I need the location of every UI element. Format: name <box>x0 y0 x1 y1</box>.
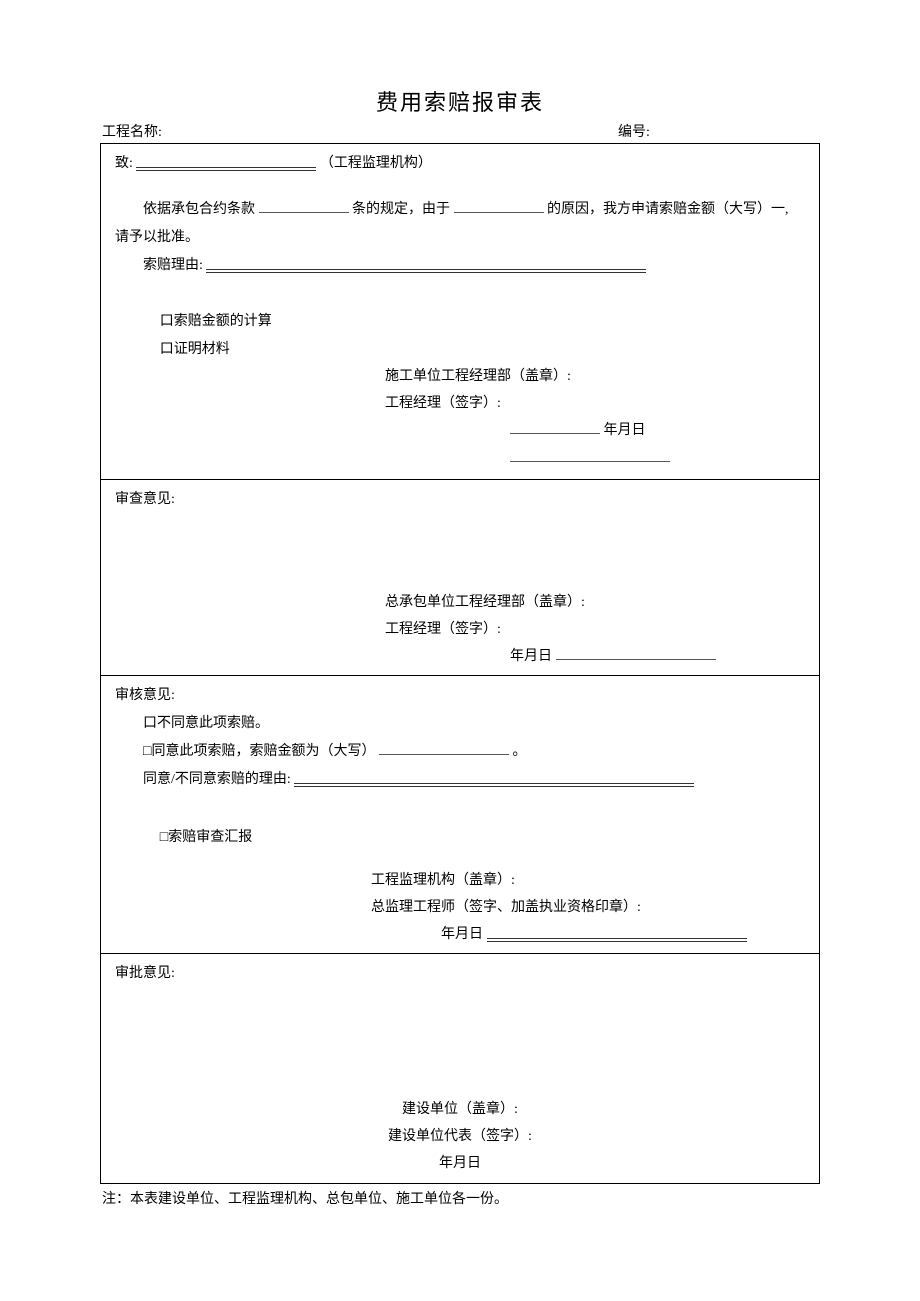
contractor-manager-sign: 工程经理（签字）: <box>115 391 805 418</box>
body-line2: 请予以批准。 <box>115 224 805 252</box>
approval-date-ymd: 年月日 <box>101 1151 819 1178</box>
date-ymd: 年月日 <box>604 423 646 438</box>
audit-date-ymd: 年月日 <box>441 927 483 942</box>
to-label: 致: <box>115 156 133 171</box>
section-review: 审查意见: 总承包单位工程经理部（盖章）: 工程经理（签字）: 年月日 <box>101 480 819 675</box>
review-date-ymd: 年月日 <box>510 649 552 664</box>
approval-heading: 审批意见: <box>115 960 805 988</box>
owner-seal: 建设单位（盖章）: <box>101 1097 819 1124</box>
body-line1: 依据承包合约条款 条的规定，由于 的原因，我方申请索赔金额（大写）一, <box>115 196 805 224</box>
audit-reason-blank[interactable] <box>294 769 694 783</box>
clause-blank[interactable] <box>259 199 349 213</box>
chief-supervisor-sign: 总监理工程师（签字、加盖执业资格印章）: <box>101 895 819 922</box>
general-contractor-seal: 总承包单位工程经理部（盖章）: <box>115 590 805 617</box>
reason-short-blank[interactable] <box>454 199 544 213</box>
to-suffix: （工程监理机构） <box>320 156 432 171</box>
owner-rep-sign: 建设单位代表（签字）: <box>101 1124 819 1151</box>
checkbox-audit-report[interactable]: □索赔审查汇报 <box>115 824 805 852</box>
section-submission: 致: （工程监理机构） 依据承包合约条款 条的规定，由于 的原因，我方申请索赔金… <box>101 144 819 479</box>
audit-heading: 审核意见: <box>115 682 805 710</box>
document-page: 费用索赔报审表 工程名称: 编号: 致: （工程监理机构） 依据承包合约条款 条… <box>0 0 920 1272</box>
project-name-label: 工程名称: <box>102 121 618 141</box>
amount-blank[interactable] <box>379 741 509 755</box>
footnote: 注：本表建设单位、工程监理机构、总包单位、施工单位各一份。 <box>100 1184 820 1212</box>
date-blank-right[interactable] <box>510 448 670 462</box>
checkbox-proof[interactable]: 口证明材料 <box>115 336 805 364</box>
to-blank[interactable] <box>136 153 316 167</box>
header-row: 工程名称: 编号: <box>100 121 820 143</box>
audit-date-blank[interactable] <box>487 924 747 938</box>
option-agree[interactable]: □同意此项索赔，索赔金额为（大写） <box>143 744 375 759</box>
section-audit: 审核意见: 口不同意此项索赔。 □同意此项索赔，索赔金额为（大写） 。 同意/不… <box>101 676 819 953</box>
review-date-blank[interactable] <box>556 646 716 660</box>
date-blank-left[interactable] <box>510 420 600 434</box>
document-number-label: 编号: <box>618 121 818 141</box>
contractor-seal: 施工单位工程经理部（盖章）: <box>115 364 805 391</box>
review-heading: 审查意见: <box>115 486 805 514</box>
option-disagree[interactable]: 口不同意此项索赔。 <box>115 710 805 738</box>
form-table: 致: （工程监理机构） 依据承包合约条款 条的规定，由于 的原因，我方申请索赔金… <box>100 143 820 1184</box>
document-title: 费用索赔报审表 <box>100 85 820 117</box>
audit-reason-label: 同意/不同意索赔的理由: <box>143 772 291 787</box>
section-approval: 审批意见: 建设单位（盖章）: 建设单位代表（签字）: 年月日 <box>101 954 819 1183</box>
claim-reason-blank[interactable] <box>206 255 646 269</box>
claim-reason-label: 索赔理由: <box>143 258 203 273</box>
supervisor-org-seal: 工程监理机构（盖章）: <box>101 868 819 895</box>
checkbox-calc[interactable]: 口索赔金额的计算 <box>115 308 805 336</box>
general-contractor-sign: 工程经理（签字）: <box>115 617 805 644</box>
